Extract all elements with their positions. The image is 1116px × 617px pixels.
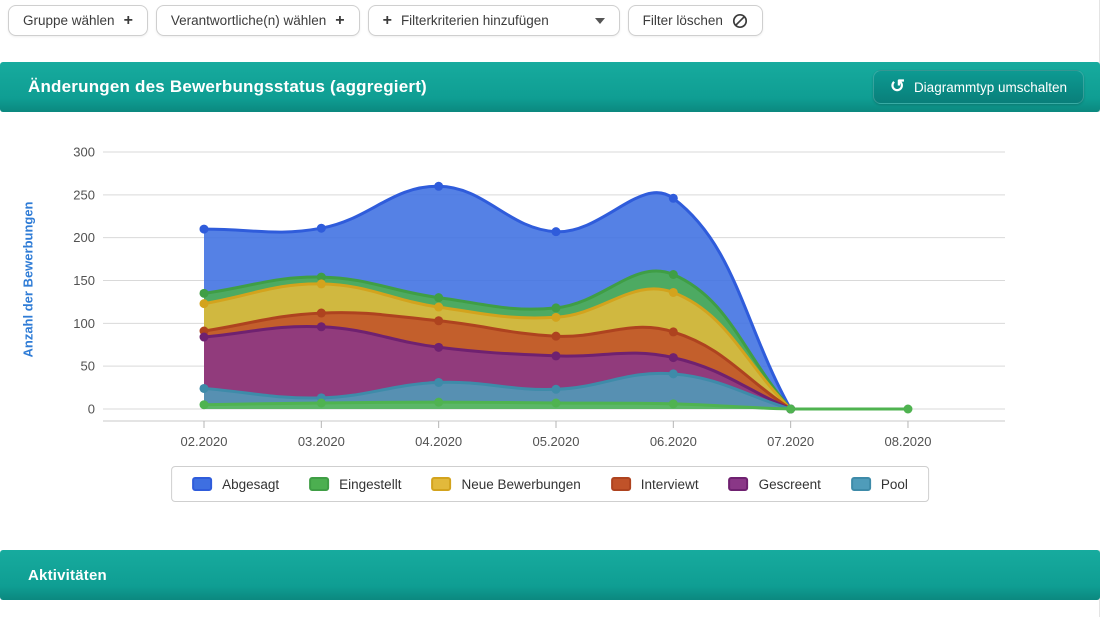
clear-filters-label: Filter löschen [642, 13, 723, 28]
svg-text:08.2020: 08.2020 [884, 434, 931, 449]
svg-text:0: 0 [88, 402, 95, 417]
svg-text:200: 200 [73, 230, 95, 245]
plus-icon: + [335, 11, 345, 29]
svg-text:02.2020: 02.2020 [181, 434, 228, 449]
svg-text:03.2020: 03.2020 [298, 434, 345, 449]
toggle-chart-type-button[interactable]: ↺ Diagrammtyp umschalten [872, 70, 1084, 104]
toggle-chart-type-label: Diagrammtyp umschalten [913, 79, 1067, 95]
chart-area: 0 50 100 150 200 250 300 02.2020 03.2020 04.2020 0… [0, 112, 1100, 550]
svg-text:100: 100 [73, 316, 95, 331]
clear-filters-button[interactable]: Filter löschen [627, 5, 763, 36]
svg-text:06.2020: 06.2020 [650, 434, 697, 449]
svg-text:300: 300 [73, 145, 95, 160]
legend-label: Gescreent [758, 476, 821, 492]
filter-bar: Gruppe wählen + Verantwortliche(n) wähle… [0, 0, 1099, 40]
slash-circle-icon [732, 13, 747, 28]
legend-item[interactable]: Neue Bewerbungen [431, 476, 581, 492]
rotate-icon: ↺ [889, 76, 905, 96]
select-responsible-label: Verantwortliche(n) wählen [170, 13, 327, 28]
select-group-label: Gruppe wählen [23, 13, 115, 28]
select-responsible-button[interactable]: Verantwortliche(n) wählen + [155, 5, 360, 36]
series-pool-5 [199, 369, 796, 414]
legend-swatch [610, 477, 631, 491]
plus-icon: + [382, 11, 392, 29]
legend-item[interactable]: Abgesagt [192, 477, 279, 492]
series-eingestellt-6 [199, 397, 913, 414]
x-axis-labels: 02.2020 03.2020 04.2020 05.2020 06.2020 07.20… [181, 434, 932, 449]
svg-text:07.2020: 07.2020 [767, 434, 814, 449]
svg-text:250: 250 [73, 187, 95, 202]
legend-swatch [192, 477, 213, 491]
chevron-down-icon [594, 17, 605, 24]
add-filter-criteria-dropdown[interactable]: + Filterkriterien hinzufügen [367, 5, 620, 36]
legend-item[interactable]: Gescreent [728, 476, 821, 492]
svg-text:05.2020: 05.2020 [532, 434, 579, 449]
chart-title: Änderungen des Bewerbungsstatus (aggregi… [28, 77, 427, 96]
legend-swatch [728, 477, 749, 491]
legend-item[interactable]: Pool [850, 476, 908, 492]
chart-card-header: Änderungen des Bewerbungsstatus (aggregi… [0, 62, 1100, 112]
y-tick-labels: 0 50 100 150 200 250 300 [73, 145, 95, 417]
add-filter-criteria-label: Filterkriterien hinzufügen [400, 13, 549, 28]
legend-item[interactable]: Interviewt [610, 476, 699, 492]
plus-icon: + [123, 11, 133, 29]
legend-label: Pool [880, 476, 908, 492]
activities-title: Aktivitäten [28, 566, 107, 584]
svg-text:150: 150 [73, 273, 95, 288]
legend-item[interactable]: Eingestellt [309, 477, 401, 492]
legend-swatch [850, 477, 871, 491]
select-group-button[interactable]: Gruppe wählen + [8, 5, 148, 36]
svg-text:04.2020: 04.2020 [415, 434, 462, 449]
legend-swatch [309, 477, 330, 491]
legend-label: Eingestellt [339, 476, 402, 492]
chart-legend: Abgesagt Eingestellt Neue Bewerbungen Inter… [171, 466, 929, 502]
legend-label: Abgesagt [222, 476, 280, 492]
x-axis [103, 420, 1005, 428]
legend-label: Neue Bewerbungen [461, 476, 581, 492]
svg-text:50: 50 [81, 359, 95, 374]
legend-swatch [431, 477, 452, 491]
y-axis-title: Anzahl der Bewerbungen [20, 201, 36, 358]
legend-label: Interviewt [640, 476, 699, 492]
activities-header: Aktivitäten [0, 550, 1100, 600]
